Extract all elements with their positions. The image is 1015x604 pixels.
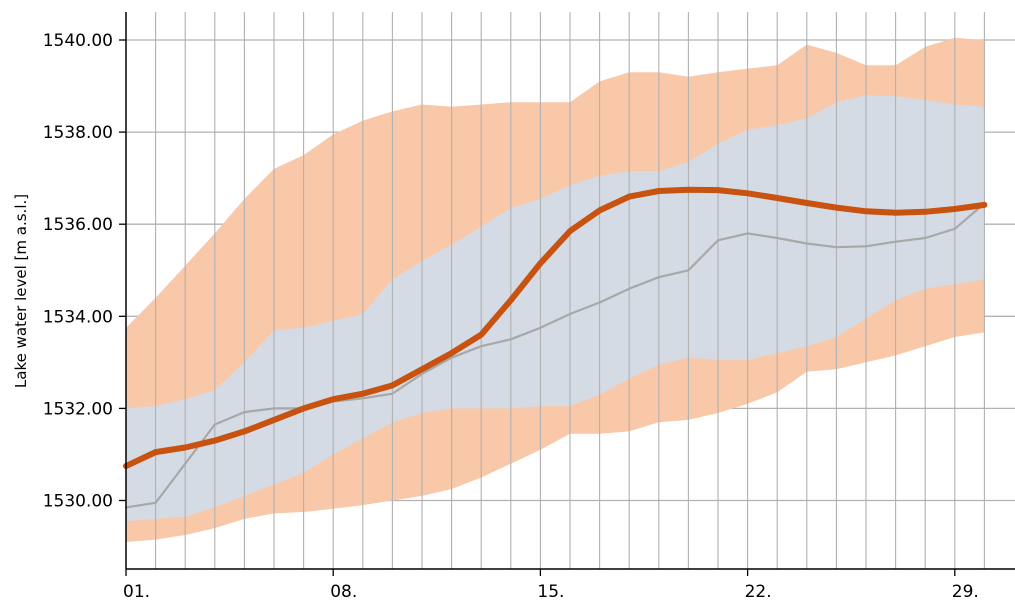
y-tick-label: 1538.00 [43, 123, 113, 143]
series-lines [123, 186, 988, 509]
axes [125, 12, 1015, 570]
y-tick-label: 1534.00 [43, 307, 113, 327]
median-series-line [123, 186, 988, 469]
y-tick-label: 1530.00 [43, 492, 113, 512]
observed-series-line [124, 202, 986, 509]
inner-range-band [126, 95, 985, 522]
band-areas [126, 37, 985, 542]
y-axis-label: Lake water level [m a.s.l.] [12, 194, 30, 388]
x-tick-label: 01. [123, 582, 150, 602]
x-tick-label: 15. [537, 582, 564, 602]
y-tick-label: 1532.00 [43, 399, 113, 419]
grid-overlay [155, 12, 985, 569]
x-tick-label: 08. [330, 582, 357, 602]
tick-labels: 1530.00 1532.00 1534.00 1536.00 1538.00 1540.… [43, 31, 979, 602]
x-tick-label: 29. [952, 582, 979, 602]
x-tick-label: 22. [745, 582, 772, 602]
y-tick-label: 1540.00 [43, 31, 113, 51]
y-tick-label: 1536.00 [43, 215, 113, 235]
